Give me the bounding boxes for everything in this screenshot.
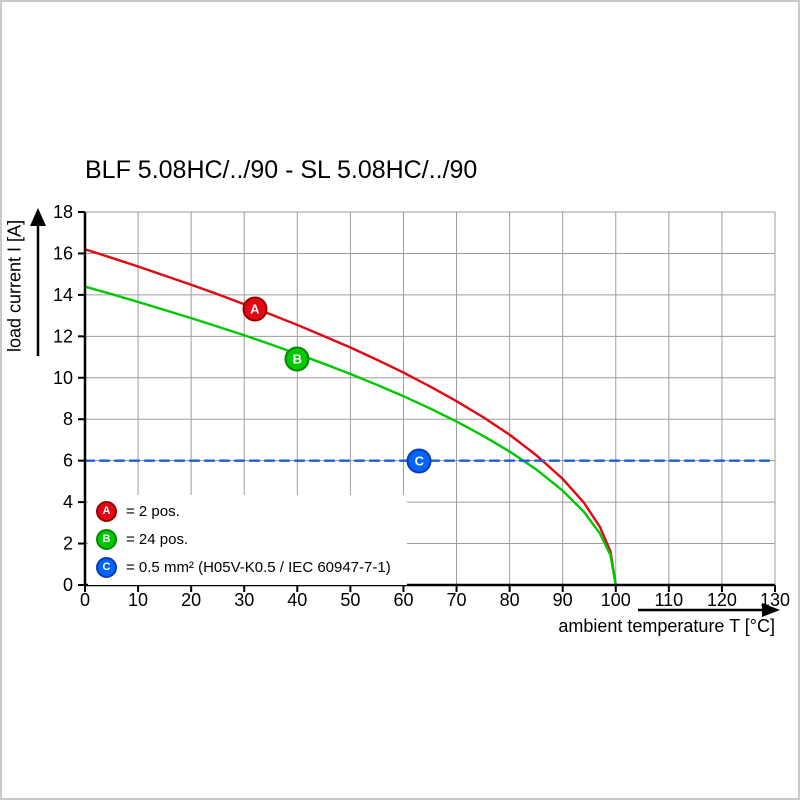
legend-letter: B bbox=[102, 532, 111, 545]
y-tick-label: 14 bbox=[53, 285, 73, 305]
series-line-1 bbox=[83, 285, 617, 587]
y-tick-label: 16 bbox=[53, 243, 73, 263]
x-tick-label: 130 bbox=[760, 590, 790, 610]
marker-label: A bbox=[250, 301, 260, 317]
y-tick-label: 6 bbox=[63, 451, 73, 471]
chart-title: BLF 5.08HC/../90 - SL 5.08HC/../90 bbox=[85, 156, 478, 184]
legend-item-b: B = 24 pos. bbox=[96, 528, 391, 550]
x-tick-label: 20 bbox=[181, 590, 201, 610]
legend-letter: A bbox=[102, 504, 111, 517]
marker-label: C bbox=[414, 453, 425, 469]
x-axis-title: ambient temperature T [°C] bbox=[558, 616, 775, 636]
marker-B: B bbox=[284, 346, 310, 372]
x-tick-label: 0 bbox=[80, 590, 90, 610]
legend-marker-c-icon: C bbox=[96, 556, 117, 578]
x-tick-label: 50 bbox=[340, 590, 360, 610]
y-tick-label: 10 bbox=[53, 368, 73, 388]
legend-item-a: A = 2 pos. bbox=[96, 500, 391, 522]
legend-item-c: C = 0.5 mm² (H05V-K0.5 / IEC 60947-7-1) bbox=[96, 556, 391, 578]
x-tick-label: 100 bbox=[601, 590, 631, 610]
x-tick-label: 80 bbox=[500, 590, 520, 610]
y-tick-label: 18 bbox=[53, 202, 73, 222]
legend-label-a: = 2 pos. bbox=[126, 502, 180, 520]
marker-A: A bbox=[242, 296, 268, 322]
x-tick-label: 110 bbox=[654, 590, 683, 610]
legend-letter: C bbox=[102, 560, 111, 573]
x-tick-label: 90 bbox=[553, 590, 573, 610]
x-axis-arrow-icon bbox=[638, 603, 780, 617]
x-tick-label: 10 bbox=[128, 590, 148, 610]
marker-label: B bbox=[292, 351, 302, 367]
y-tick-label: 8 bbox=[63, 409, 73, 429]
legend-label-c: = 0.5 mm² (H05V-K0.5 / IEC 60947-7-1) bbox=[126, 558, 391, 576]
x-tick-label: 30 bbox=[234, 590, 254, 610]
legend-label-b: = 24 pos. bbox=[126, 530, 189, 548]
x-tick-label: 60 bbox=[393, 590, 413, 610]
legend-marker-b-icon: B bbox=[96, 528, 117, 550]
y-axis-arrow-icon bbox=[30, 208, 46, 356]
legend: A = 2 pos. B = 24 pos. C = 0.5 mm² (H05V… bbox=[88, 495, 407, 585]
marker-C: C bbox=[406, 448, 432, 474]
legend-marker-a-icon: A bbox=[96, 500, 117, 522]
y-tick-label: 12 bbox=[53, 326, 73, 346]
y-tick-label: 4 bbox=[63, 492, 73, 512]
y-tick-label: 2 bbox=[63, 534, 73, 554]
series-line-0 bbox=[83, 248, 617, 587]
x-tick-label: 70 bbox=[447, 590, 467, 610]
y-tick-label: 0 bbox=[63, 575, 73, 595]
x-tick-label: 120 bbox=[707, 590, 737, 610]
x-tick-label: 40 bbox=[287, 590, 307, 610]
